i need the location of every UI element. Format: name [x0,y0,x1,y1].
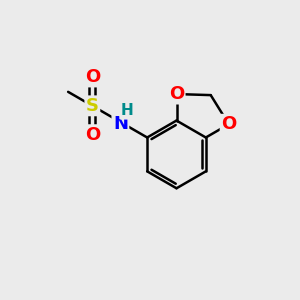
Text: H: H [121,103,133,118]
Text: N: N [113,116,128,134]
Text: S: S [86,97,99,115]
Text: O: O [169,85,184,103]
Text: O: O [85,126,100,144]
Text: O: O [221,115,236,133]
Text: O: O [85,68,100,86]
